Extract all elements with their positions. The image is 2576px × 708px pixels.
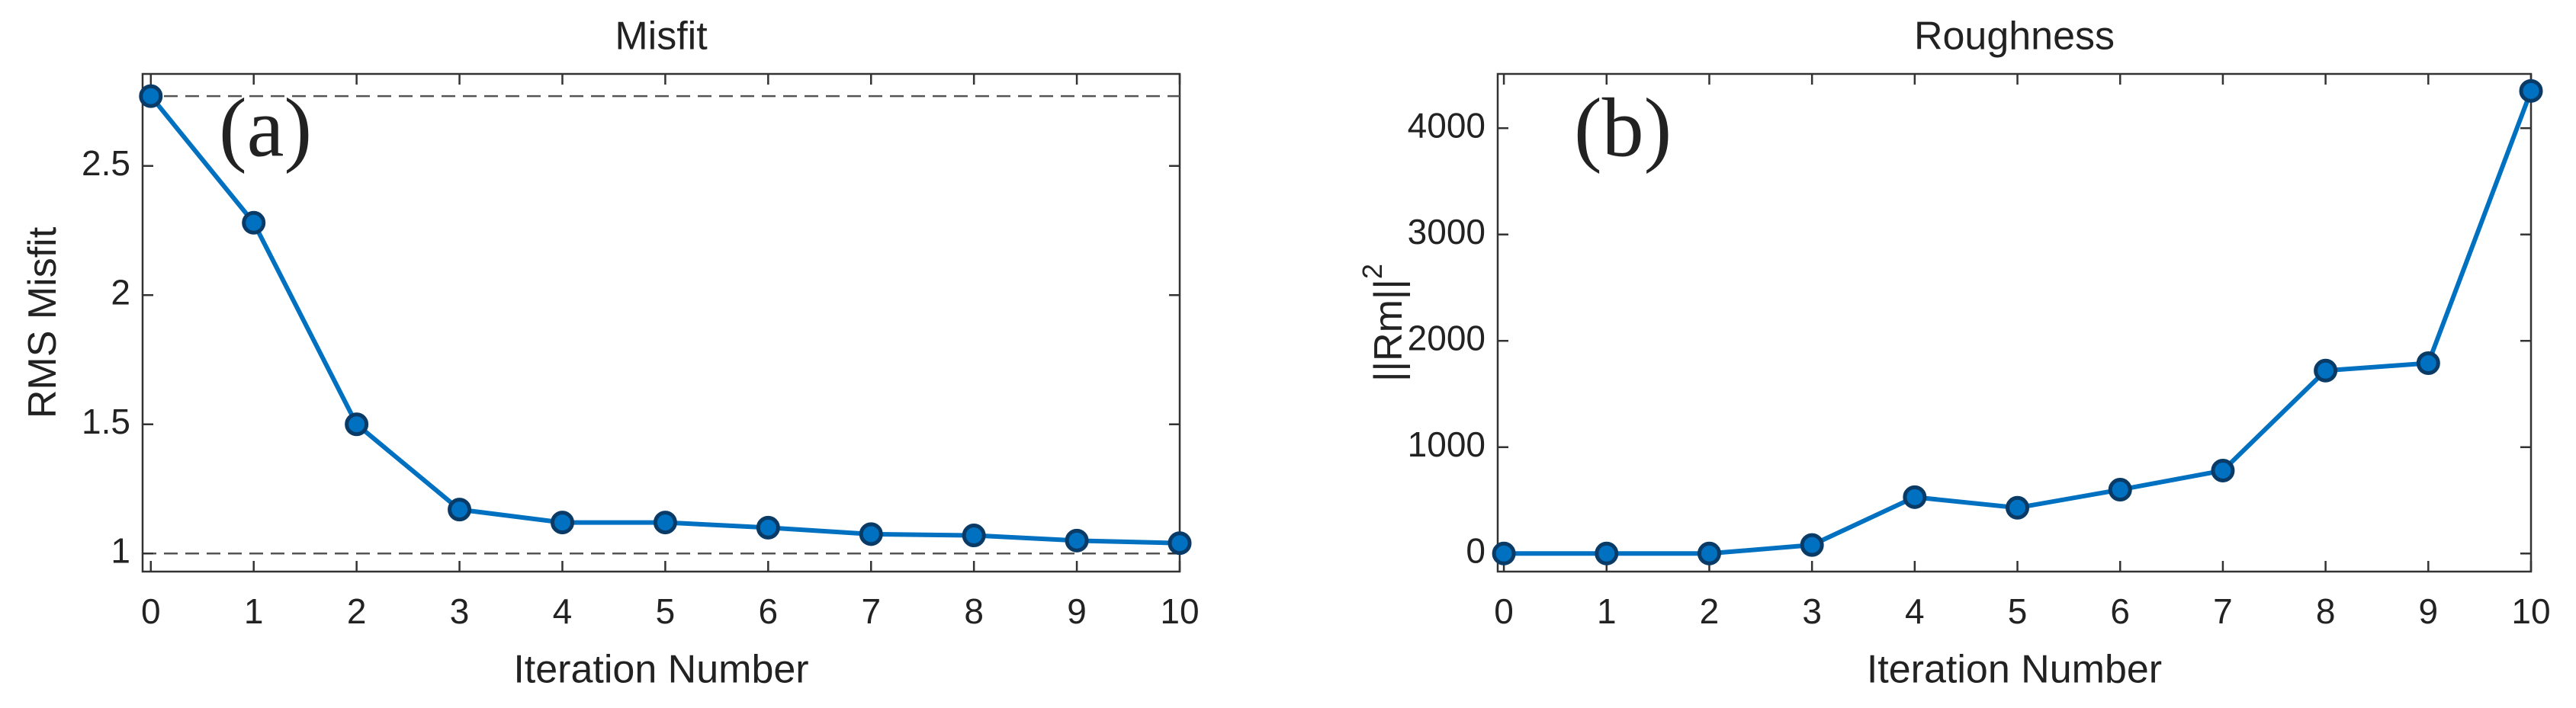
data-point: [653, 511, 677, 535]
x-tick-label: 6: [2110, 591, 2130, 631]
x-tick-label: 5: [656, 591, 676, 631]
y-tick-label: 0: [1466, 530, 1486, 570]
y-axis-label-text: RMS Misfit: [21, 226, 65, 418]
y-tick-label: 1: [111, 530, 130, 570]
annotation: (b): [1574, 81, 1672, 174]
x-tick-label: 7: [861, 591, 881, 631]
x-tick-label: 6: [759, 591, 779, 631]
data-point: [242, 210, 266, 235]
data-point: [2314, 358, 2338, 383]
data-point: [2416, 351, 2440, 376]
x-axis-label: Iteration Number: [1867, 648, 2162, 692]
data-point: [1903, 485, 1927, 509]
y-axis-label: ||Rm||2: [1357, 264, 1411, 382]
x-tick-label: 8: [964, 591, 984, 631]
x-tick-label: 8: [2316, 591, 2336, 631]
chart-title: Misfit: [615, 14, 708, 59]
data-point: [1168, 531, 1192, 556]
data-point: [2006, 495, 2030, 520]
data-point: [1065, 528, 1089, 553]
x-tick-label: 1: [244, 591, 264, 631]
x-tick-label: 10: [1160, 591, 1199, 631]
y-axis-label-power: 2: [1357, 264, 1388, 279]
x-tick-label: 7: [2213, 591, 2233, 631]
data-point: [1492, 541, 1516, 565]
x-tick-label: 10: [2511, 591, 2550, 631]
y-tick-label: 3000: [1408, 212, 1486, 251]
x-tick-label: 3: [1802, 591, 1822, 631]
x-tick-label: 4: [553, 591, 573, 631]
y-axis-label-text: ||Rm||: [1367, 279, 1411, 382]
data-point: [550, 511, 574, 535]
data-point: [345, 412, 369, 437]
data-point: [2211, 458, 2235, 482]
data-point: [2108, 478, 2132, 502]
x-tick-label: 0: [141, 591, 161, 631]
y-tick-label: 2: [111, 272, 130, 312]
data-point: [1800, 533, 1824, 557]
y-tick-label: 1000: [1408, 424, 1486, 464]
x-tick-label: 0: [1494, 591, 1514, 631]
y-tick-label: 4000: [1408, 105, 1486, 145]
data-point: [859, 522, 883, 546]
data-point: [756, 515, 780, 540]
x-tick-label: 3: [450, 591, 470, 631]
x-tick-label: 1: [1597, 591, 1617, 631]
data-point: [1595, 541, 1619, 565]
annotation: (a): [219, 81, 312, 174]
x-tick-label: 4: [1905, 591, 1925, 631]
data-point: [448, 498, 472, 522]
x-axis-label: Iteration Number: [513, 648, 808, 692]
x-tick-label: 5: [2008, 591, 2028, 631]
y-tick-label: 2.5: [82, 143, 130, 183]
y-tick-label: 1.5: [82, 402, 130, 441]
chart-title: Roughness: [1914, 14, 2115, 59]
y-axis-label: RMS Misfit: [21, 226, 65, 418]
y-tick-label: 2000: [1408, 318, 1486, 357]
data-point: [1697, 541, 1721, 565]
data-point: [2519, 78, 2543, 103]
data-point: [962, 524, 986, 548]
x-tick-label: 9: [1067, 591, 1087, 631]
x-tick-label: 2: [1700, 591, 1720, 631]
x-tick-label: 2: [347, 591, 367, 631]
plot-area: [1496, 72, 2533, 573]
x-tick-label: 9: [2419, 591, 2439, 631]
plot-area: [141, 72, 1181, 573]
data-point: [139, 84, 163, 108]
